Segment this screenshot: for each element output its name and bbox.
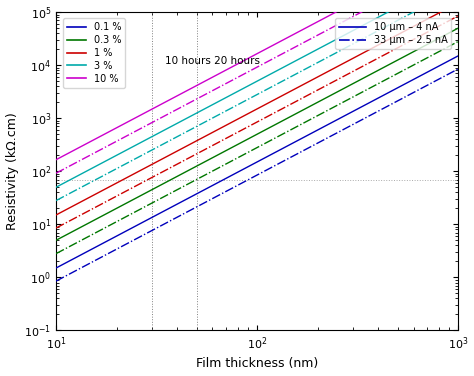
Legend: 10 μm – 4 nA, 33 μm – 2.5 nA: 10 μm – 4 nA, 33 μm – 2.5 nA (335, 18, 451, 49)
X-axis label: Film thickness (nm): Film thickness (nm) (196, 358, 318, 370)
Y-axis label: Resistivity (kΩ.cm): Resistivity (kΩ.cm) (6, 112, 18, 230)
Text: 10 hours 20 hours: 10 hours 20 hours (165, 56, 260, 66)
